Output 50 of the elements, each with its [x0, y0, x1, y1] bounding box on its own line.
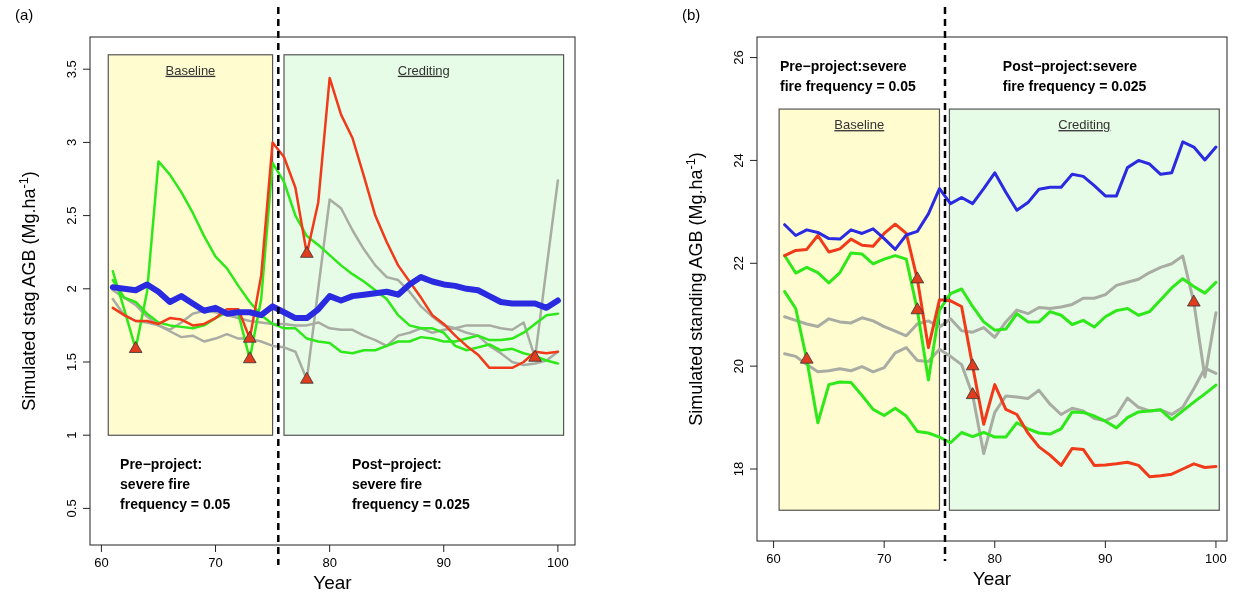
x-tick-label: 100	[1205, 551, 1227, 566]
y-tick-label: 3.5	[64, 60, 79, 79]
point	[128, 341, 143, 353]
point	[243, 351, 257, 364]
annotation: Pre−project: severe fire frequency = 0.05	[120, 456, 231, 513]
y-tick-label: 20	[731, 358, 746, 374]
point	[1187, 294, 1201, 307]
y-tick-label: 2.5	[64, 206, 79, 225]
x-tick-label: 80	[987, 551, 1002, 566]
line-series	[783, 222, 1218, 479]
point	[800, 351, 814, 364]
x-tick-label: 60	[766, 551, 781, 566]
point	[528, 349, 542, 362]
x-tick-label: 70	[876, 551, 892, 566]
point	[965, 387, 980, 400]
chart-title: (b)	[682, 6, 701, 23]
band-label: Crediting	[397, 62, 450, 78]
band-label: Baseline	[165, 62, 216, 78]
band-label: Crediting	[1058, 117, 1111, 133]
line-series	[783, 140, 1218, 251]
x-axis-title: Year	[313, 572, 353, 593]
point	[910, 271, 925, 284]
point	[300, 245, 314, 258]
annotation: Post−project: severe fire frequency = 0.025	[351, 456, 471, 513]
x-tick-label: 60	[94, 555, 109, 570]
x-tick-label: 100	[547, 555, 569, 570]
y-tick-label: 2	[64, 285, 79, 293]
point	[300, 371, 314, 384]
line-series	[783, 290, 1218, 445]
y-tick-label: 26	[731, 50, 746, 65]
y-tick-label: 0.5	[64, 499, 79, 518]
x-tick-label: 70	[208, 555, 223, 570]
chart-title: (a)	[15, 6, 34, 23]
y-tick-label: 1.5	[64, 352, 79, 372]
point	[243, 330, 257, 343]
y-tick-label: 1	[64, 431, 79, 439]
line-series	[111, 76, 560, 370]
x-tick-label: 90	[436, 555, 451, 570]
y-tick-label: 18	[731, 461, 746, 477]
band-label: Baseline	[834, 117, 885, 133]
x-tick-label: 90	[1098, 551, 1113, 566]
annotation: Pre−project:severe fire frequency = 0.05	[780, 58, 917, 95]
point	[910, 302, 925, 315]
y-tick-label: 22	[731, 256, 746, 271]
annotation: Post−project:severe fire frequency = 0.025	[1002, 58, 1147, 95]
x-tick-label: 80	[322, 555, 337, 570]
y-tick-label: 3	[64, 138, 79, 147]
point	[965, 358, 980, 371]
y-tick-label: 24	[731, 153, 746, 168]
x-axis-title: Year	[972, 568, 1012, 589]
